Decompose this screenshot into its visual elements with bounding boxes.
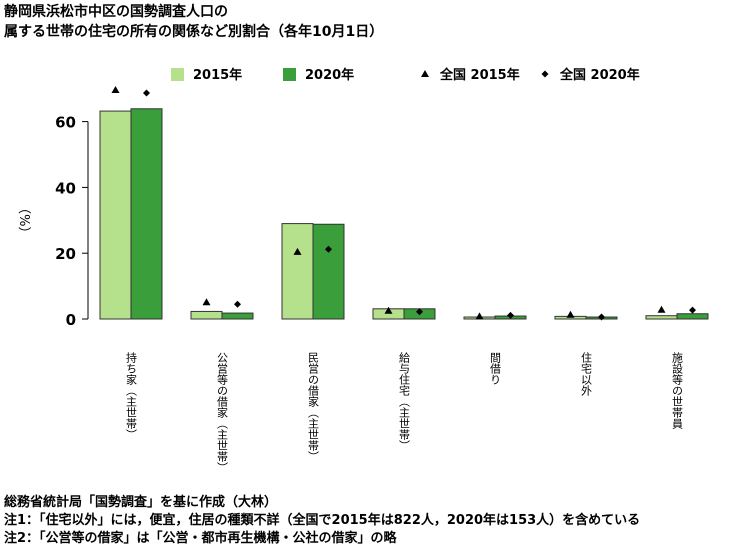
x-category-label: 持ち家（主世帯） [125, 351, 138, 440]
marker-national-2015 [475, 312, 484, 320]
x-category-label: 民営の借家（主世帯） [307, 352, 320, 462]
marker-national-2020 [234, 300, 241, 308]
marker-national-2015 [293, 247, 302, 255]
legend-label: 全国 2020年 [559, 67, 640, 83]
marker-national-2015 [202, 298, 211, 306]
bar-2020 [676, 313, 709, 320]
note-1: 注1：「住宅以外」には，便宜，住居の種類不詳（全国で2015年は822人，202… [4, 513, 641, 528]
marker-national-2020 [689, 306, 696, 314]
x-category-label: 施設等の世帯員 [671, 352, 684, 430]
x-category-label: 給与住宅（主世帯） [398, 351, 411, 451]
x-axis-labels: 持ち家（主世帯） 公営等の借家（主世帯） 民営の借家（主世帯） 給与住宅（主世帯） 間借… [125, 351, 684, 473]
legend: 2015年 2020年 全国 2015年 全国 2020年 [171, 67, 640, 83]
legend-label: 全国 2015年 [439, 67, 520, 83]
x-category-label: 公営等の借家（主世帯） [216, 352, 229, 473]
bar-2020 [312, 223, 345, 320]
y-axis-title: （%） [16, 201, 31, 239]
markers [111, 86, 696, 321]
bar-2020 [130, 108, 163, 320]
y-tick-label: 20 [55, 245, 76, 263]
chart-title: 静岡県浜松市中区の国勢調査人口の 属する世帯の住宅の所有の関係など別割合（各年1… [4, 2, 383, 42]
bar-2015 [190, 310, 223, 320]
marker-national-2020 [416, 308, 423, 316]
y-tick-label: 0 [66, 311, 76, 329]
bars [99, 108, 709, 320]
x-category-label: 住宅以外 [580, 351, 593, 397]
marker-national-2020 [325, 245, 332, 253]
legend-label: 2020年 [305, 67, 354, 83]
bar-chart: 2015年 2020年 全国 2015年 全国 2020年 0 20 40 60 （%） 持ち… [16, 67, 709, 473]
marker-national-2020 [507, 311, 514, 319]
title-line-1: 静岡県浜松市中区の国勢調査人口の [4, 4, 228, 20]
marker-national-2020 [598, 313, 605, 321]
title-line-2: 属する世帯の住宅の所有の関係など別割合（各年10月1日） [4, 24, 384, 40]
marker-national-2015 [384, 306, 393, 314]
legend-triangle [421, 70, 429, 77]
marker-national-2020 [143, 89, 150, 97]
legend-diamond [541, 70, 549, 78]
legend-swatch [171, 68, 184, 81]
source-notes: 総務省統計局「国勢調査」を基に作成（大林） 注1：「住宅以外」には，便宜，住居の… [4, 494, 640, 548]
bar-2015 [645, 315, 678, 320]
legend-label: 2015年 [193, 67, 242, 83]
marker-national-2015 [657, 305, 666, 313]
note-2: 注2：「公営等の借家」は「公営・都市再生機構・公社の借家」の略 [4, 531, 397, 546]
bar-2020 [221, 312, 254, 320]
bar-2015 [281, 223, 314, 320]
bar-2015 [99, 110, 132, 320]
x-category-label: 間借り [489, 352, 502, 385]
y-tick-label: 60 [55, 114, 76, 132]
source-note: 総務省統計局「国勢調査」を基に作成（大林） [4, 495, 278, 510]
y-axis: 0 20 40 60 （%） [16, 114, 89, 329]
marker-national-2015 [566, 310, 575, 318]
marker-national-2015 [111, 86, 120, 94]
legend-swatch [283, 68, 296, 81]
y-tick-label: 40 [55, 179, 76, 197]
